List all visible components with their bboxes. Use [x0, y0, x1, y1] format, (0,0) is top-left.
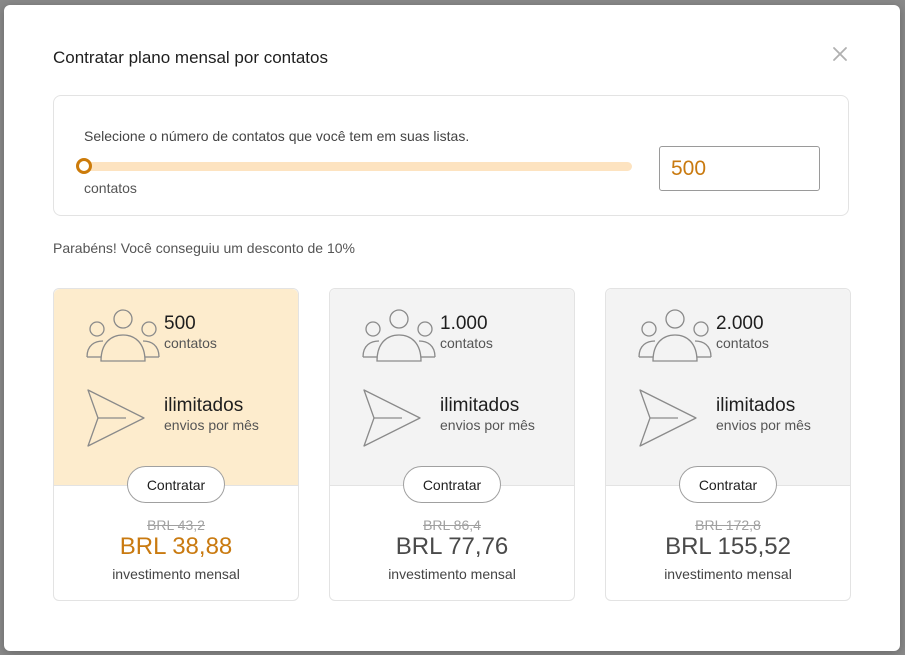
price-period: investimento mensal [664, 566, 792, 582]
price-period: investimento mensal [388, 566, 516, 582]
price-period: investimento mensal [112, 566, 240, 582]
plan-card-header: 1.000 contatos ilimitados envios por mês [330, 289, 574, 485]
plan-contacts-label: contatos [716, 335, 769, 351]
contacts-selector: Selecione o número de contatos que você … [53, 95, 849, 216]
contratar-button[interactable]: Contratar [679, 466, 777, 503]
old-price: BRL 172,8 [695, 517, 761, 533]
contacts-slider[interactable] [76, 156, 632, 176]
slider-unit-label: contatos [84, 180, 137, 196]
plan-card-500: 500 contatos ilimitados envios por mês C… [53, 288, 299, 601]
plan-card-header: 2.000 contatos ilimitados envios por mês [606, 289, 850, 485]
modal-title: Contratar plano mensal por contatos [53, 48, 328, 67]
selector-label: Selecione o número de contatos que você … [84, 128, 470, 144]
send-icon [87, 389, 145, 447]
plan-contacts-value: 500 [164, 313, 196, 334]
close-icon[interactable] [829, 43, 851, 65]
plan-sends-label: envios por mês [164, 417, 259, 433]
contratar-button[interactable]: Contratar [403, 466, 501, 503]
plan-sends-value: ilimitados [164, 395, 244, 416]
plan-contacts-label: contatos [164, 335, 217, 351]
plan-price: BRL 155,52 [665, 533, 791, 560]
discount-message: Parabéns! Você conseguiu um desconto de … [53, 240, 355, 256]
plan-card-2000: 2.000 contatos ilimitados envios por mês… [605, 288, 851, 601]
send-icon [639, 389, 697, 447]
contacts-group-icon [362, 309, 436, 362]
old-price: BRL 43,2 [147, 517, 205, 533]
plan-contacts-label: contatos [440, 335, 493, 351]
plan-price: BRL 38,88 [119, 533, 233, 560]
plan-sends-value: ilimitados [716, 395, 796, 416]
contacts-count-input[interactable] [659, 146, 820, 191]
plan-contacts-value: 1.000 [440, 313, 488, 334]
plan-card-1000: 1.000 contatos ilimitados envios por mês… [329, 288, 575, 601]
plan-card-header: 500 contatos ilimitados envios por mês [54, 289, 298, 485]
send-icon [363, 389, 421, 447]
plan-sends-label: envios por mês [716, 417, 811, 433]
plan-modal: Contratar plano mensal por contatos Sele… [4, 5, 900, 651]
slider-track[interactable] [81, 162, 632, 171]
slider-thumb[interactable] [76, 158, 92, 174]
contacts-group-icon [638, 309, 712, 362]
plan-sends-value: ilimitados [440, 395, 520, 416]
plan-contacts-value: 2.000 [716, 313, 764, 334]
plan-price: BRL 77,76 [395, 533, 509, 560]
contratar-button[interactable]: Contratar [127, 466, 225, 503]
contacts-group-icon [86, 309, 160, 362]
plan-sends-label: envios por mês [440, 417, 535, 433]
old-price: BRL 86,4 [423, 517, 481, 533]
